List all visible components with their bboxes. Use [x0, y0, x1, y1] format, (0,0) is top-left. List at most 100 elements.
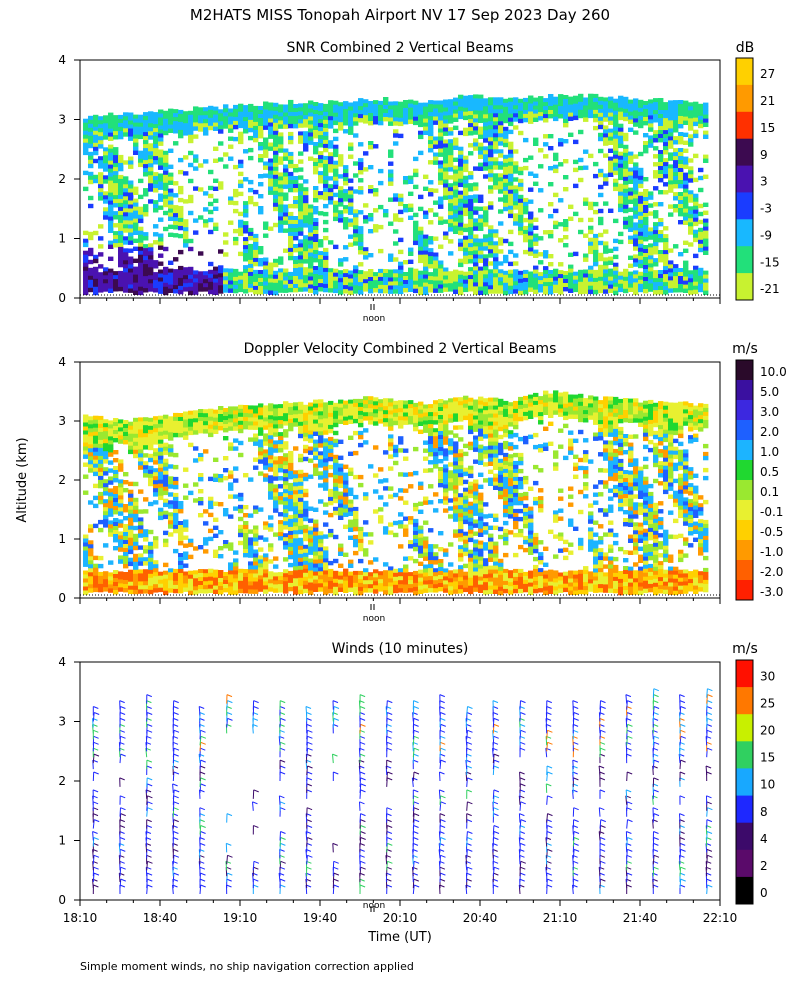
heatmap-layer [83, 93, 713, 895]
doppler-ytick-label: 2 [58, 473, 66, 487]
doppler-colorbar-label: 0.5 [760, 465, 779, 479]
footnote: Simple moment winds, no ship navigation … [80, 960, 414, 973]
doppler-colorbar-label: 10.0 [760, 365, 787, 379]
winds-colorbar-label: 10 [760, 778, 775, 792]
snr-colorbar-swatch [736, 165, 753, 193]
time-axis-label: Time (UT) [367, 930, 432, 945]
winds-colorbar-label: 15 [760, 751, 775, 765]
doppler-colorbar-label: 0.1 [760, 485, 779, 499]
doppler-colorbar-label: 5.0 [760, 385, 779, 399]
doppler-colorbar-swatch [736, 560, 753, 581]
snr-ytick-label: 3 [58, 113, 66, 127]
winds-ytick-label: 3 [58, 715, 66, 729]
winds-colorbar-swatch [736, 795, 753, 824]
time-tick-label: 21:10 [543, 911, 578, 925]
time-tick-label: 20:10 [383, 911, 418, 925]
time-tick-label: 22:10 [703, 911, 738, 925]
snr-colorbar-swatch [736, 58, 753, 86]
time-tick-label: 19:40 [303, 911, 338, 925]
wind-barbs [92, 688, 713, 895]
snr-colorbar-label: 27 [760, 67, 775, 81]
winds-colorbar-swatch [736, 822, 753, 851]
snr-colorbar-label: 21 [760, 94, 775, 108]
doppler-colorbar-label: -3.0 [760, 585, 783, 599]
winds-colorbar-swatch [736, 849, 753, 878]
doppler-heatmap-cells [83, 390, 709, 596]
time-tick-label: 18:10 [63, 911, 98, 925]
doppler-colorbar-unit: m/s [732, 341, 758, 357]
snr-colorbar-swatch [736, 246, 753, 274]
snr-noon-label: noon [363, 314, 385, 324]
snr-panel-title: SNR Combined 2 Vertical Beams [286, 40, 513, 56]
winds-colorbar-label: 30 [760, 669, 775, 683]
doppler-colorbar-frame [735, 359, 754, 601]
snr-colorbar-frame [735, 57, 754, 301]
snr-colorbar-label: -15 [760, 255, 780, 269]
snr-colorbar-swatch [736, 192, 753, 220]
snr-colorbar-swatch [736, 219, 753, 247]
snr-colorbar-swatch [736, 111, 753, 140]
doppler-colorbar-swatch [736, 420, 753, 441]
doppler-colorbar-swatch [736, 460, 753, 481]
doppler-colorbar-label: -0.5 [760, 525, 783, 539]
doppler-colorbar-swatch [736, 500, 753, 521]
altitude-axis-label: Altitude (km) [15, 437, 30, 522]
snr-colorbar-swatch [736, 84, 753, 113]
doppler-colorbar-swatch [736, 580, 753, 601]
winds-colorbar-swatch [736, 876, 753, 905]
winds-colorbar-label: 0 [760, 886, 768, 900]
snr-ytick-label: 2 [58, 172, 66, 186]
doppler-colorbar-swatch [736, 480, 753, 501]
time-tick-label: 19:10 [223, 911, 258, 925]
winds-colorbar-swatch [736, 741, 753, 769]
snr-ytick-label: 1 [58, 232, 66, 246]
snr-colorbar-unit: dB [736, 40, 755, 56]
doppler-colorbar-label: 3.0 [760, 405, 779, 419]
winds-colorbar-label: 2 [760, 859, 768, 873]
winds-ytick-label: 1 [58, 834, 66, 848]
winds-colorbar-frame [735, 659, 754, 905]
snr-panel: SNR Combined 2 Vertical Beams dB noon 0 1… [58, 40, 779, 324]
snr-ytick-label: 0 [58, 291, 66, 305]
doppler-colorbar-swatch [736, 540, 753, 561]
winds-colorbar-unit: m/s [732, 641, 758, 657]
doppler-ytick-label: 4 [58, 355, 66, 369]
snr-colorbar-label: -9 [760, 229, 772, 243]
winds-colorbar-label: 25 [760, 696, 775, 710]
doppler-colorbar-label: -0.1 [760, 505, 783, 519]
snr-colorbar-label: -3 [760, 202, 772, 216]
doppler-panel: Doppler Velocity Combined 2 Vertical Bea… [58, 341, 786, 624]
doppler-colorbar-label: 1.0 [760, 445, 779, 459]
doppler-ytick-label: 1 [58, 532, 66, 546]
winds-ytick-label: 0 [58, 893, 66, 907]
doppler-colorbar-swatch [736, 400, 753, 421]
winds-colorbar-label: 4 [760, 832, 768, 846]
winds-colorbar-label: 20 [760, 724, 775, 738]
snr-heatmap-cells [83, 93, 709, 296]
winds-colorbar-swatch [736, 687, 753, 715]
doppler-colorbar-label: -2.0 [760, 565, 783, 579]
winds-panel-title: Winds (10 minutes) [332, 641, 469, 657]
snr-colorbar-label: 3 [760, 175, 768, 189]
winds-colorbar-swatch [736, 768, 753, 796]
figure-title: M2HATS MISS Tonopah Airport NV 17 Sep 20… [190, 6, 610, 24]
time-tick-label: 18:40 [143, 911, 178, 925]
doppler-colorbar-swatch [736, 360, 753, 381]
doppler-colorbar-swatch [736, 380, 753, 401]
time-tick-label: 20:40 [463, 911, 498, 925]
doppler-noon-label: noon [363, 614, 385, 624]
snr-colorbar-swatch [736, 138, 753, 167]
doppler-colorbar-label: 2.0 [760, 425, 779, 439]
doppler-panel-title: Doppler Velocity Combined 2 Vertical Bea… [244, 341, 557, 357]
doppler-ytick-label: 0 [58, 591, 66, 605]
winds-panel: Winds (10 minutes) m/s noon Time (UT) 01… [58, 641, 775, 945]
snr-colorbar-label: 15 [760, 121, 775, 135]
doppler-colorbar-swatch [736, 440, 753, 461]
snr-colorbar-label: -21 [760, 282, 780, 296]
snr-colorbar-label: 9 [760, 148, 768, 162]
time-tick-label: 21:40 [623, 911, 658, 925]
doppler-colorbar-swatch [736, 520, 753, 541]
winds-colorbar-swatch [736, 714, 753, 742]
winds-ytick-label: 4 [58, 655, 66, 669]
